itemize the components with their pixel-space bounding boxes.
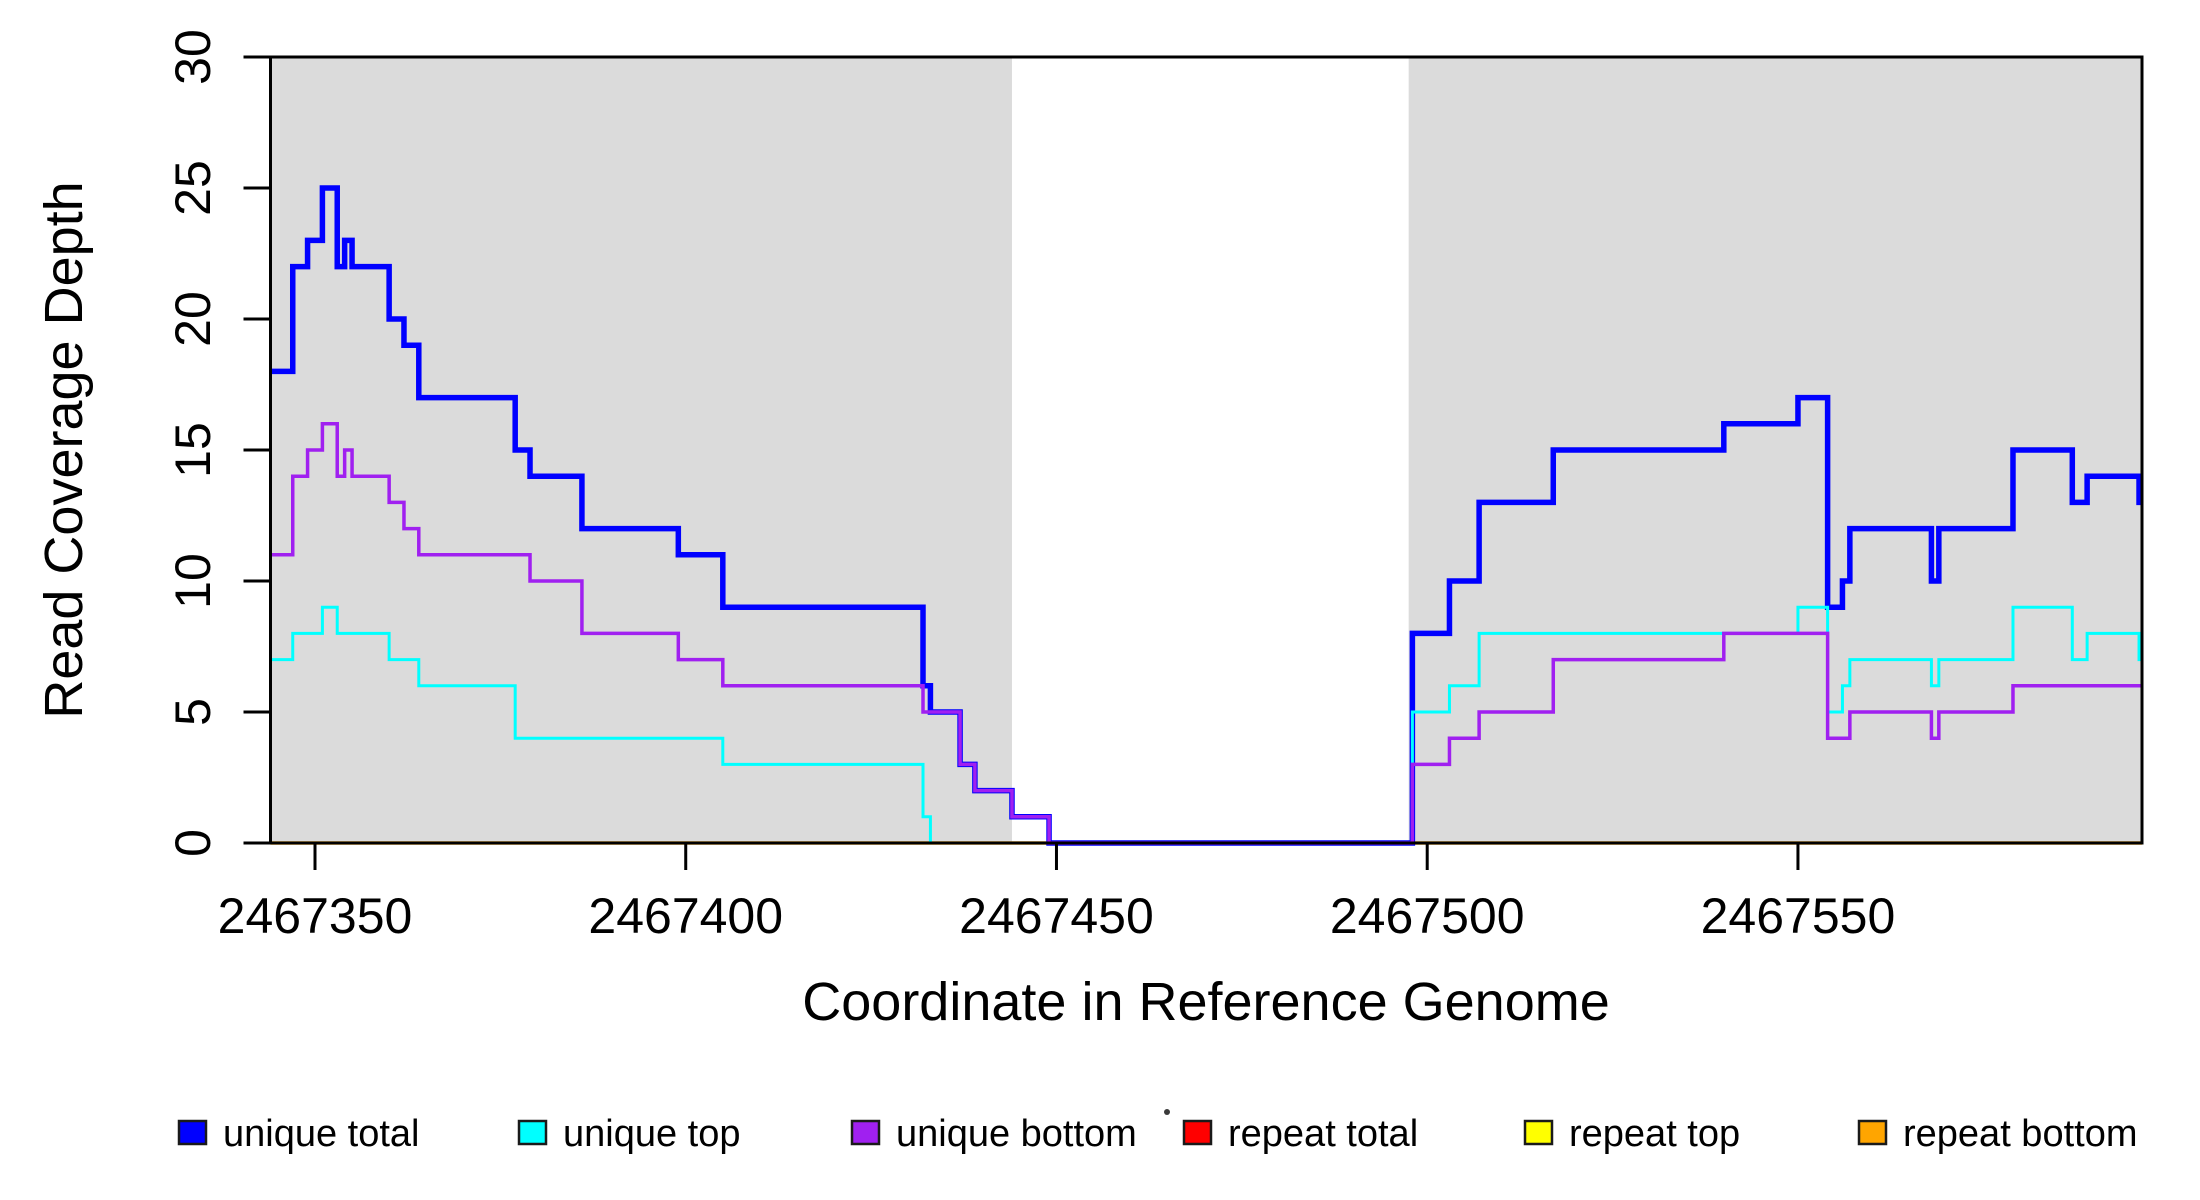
- y-tick-label: 10: [165, 553, 221, 609]
- legend-swatch-repeat-bottom: [1857, 1119, 1888, 1146]
- x-tick-label: 2467500: [1330, 888, 1525, 944]
- legend-label-repeat-total: repeat total: [1228, 1113, 1418, 1155]
- x-tick-label: 2467550: [1701, 888, 1896, 944]
- x-tick-label: 2467400: [588, 888, 783, 944]
- legend-swatch-repeat-top: [1523, 1119, 1554, 1146]
- y-tick-label: 15: [165, 422, 221, 478]
- y-axis: 0 5 10 15 20 25 30: [165, 29, 271, 857]
- legend: unique total unique top unique bottom repea…: [177, 1113, 2137, 1155]
- stray-dot-mark: [1164, 1109, 1170, 1115]
- y-tick-label: 25: [165, 160, 221, 216]
- legend-label-unique-total: unique total: [223, 1113, 420, 1155]
- legend-swatch-unique-bottom: [850, 1119, 881, 1146]
- x-tick-label: 2467350: [218, 888, 413, 944]
- y-tick-label: 30: [165, 29, 221, 85]
- series-line-unique-top: [270, 605, 2142, 845]
- legend-swatch-repeat-total: [1182, 1119, 1213, 1146]
- y-tick-label: 0: [165, 829, 221, 857]
- legend-swatch-unique-top: [517, 1119, 548, 1146]
- legend-label-unique-top: unique top: [563, 1113, 741, 1155]
- x-tick-label: 2467450: [959, 888, 1154, 944]
- x-axis: 2467350 2467400 2467450 2467500 2467550: [218, 843, 1896, 944]
- legend-swatch-unique-total: [177, 1119, 208, 1146]
- annotation-bands: [270, 57, 2142, 843]
- annotation-band-left: [270, 57, 1012, 843]
- y-tick-label: 20: [165, 291, 221, 347]
- legend-label-repeat-top: repeat top: [1569, 1113, 1740, 1155]
- legend-label-repeat-bottom: repeat bottom: [1903, 1113, 2137, 1155]
- series-line-unique-bottom: [270, 422, 2142, 845]
- y-tick-label: 5: [165, 698, 221, 726]
- y-axis-title: Read Coverage Depth: [34, 181, 94, 718]
- legend-label-unique-bottom: unique bottom: [896, 1113, 1137, 1155]
- x-axis-title: Coordinate in Reference Genome: [802, 972, 1609, 1032]
